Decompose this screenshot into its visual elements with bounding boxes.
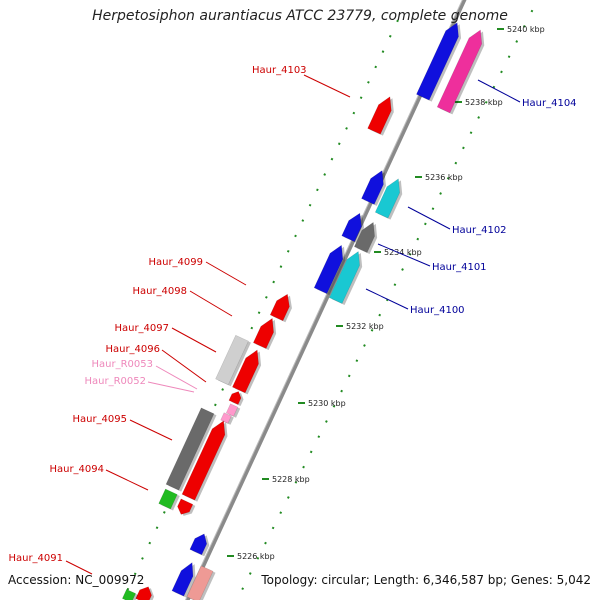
gene-labels-layer: Haur_4103 Haur_4104 Haur_4102 Haur_4101 Haur… (8, 65, 577, 575)
gene-leader-line (377, 243, 431, 267)
gene-arrow-haur-4100[interactable] (328, 250, 360, 304)
gene-label-haur-4096[interactable]: Haur_4096 (105, 344, 160, 355)
gene-arrow-haur-4101[interactable] (353, 221, 375, 253)
gene-label-haur-4101[interactable]: Haur_4101 (432, 262, 487, 273)
gene-label-haur-4100[interactable]: Haur_4100 (410, 305, 465, 316)
kbp-tick-label: 5228 kbp (272, 475, 310, 484)
kbp-tick-label: 5236 kbp (425, 173, 463, 182)
map-title: Herpetosiphon aurantiacus ATCC 23779, co… (92, 8, 508, 24)
gene-label-haur-4098[interactable]: Haur_4098 (132, 286, 187, 297)
genome-backbone-highlight (184, 0, 463, 600)
gene-arrow-haur-4096[interactable] (215, 334, 249, 386)
gene-label-haur-4094[interactable]: Haur_4094 (49, 464, 104, 475)
kbp-tick-label: 5240 kbp (507, 25, 545, 34)
gene-arrow[interactable] (158, 488, 178, 510)
genes-layer (121, 22, 485, 600)
gene-arrow[interactable] (228, 391, 242, 405)
gene-leader-line (189, 290, 233, 317)
accession-text: Accession: NC_009972 (8, 573, 145, 587)
gene-leader-line (303, 74, 351, 98)
gene-arrow[interactable] (313, 244, 344, 295)
gene-label-haur-r0052[interactable]: Haur_R0052 (85, 376, 147, 387)
gene-arrow[interactable] (361, 170, 384, 205)
kbp-tick-label: 5226 kbp (237, 552, 275, 561)
gene-arrow[interactable] (121, 588, 137, 600)
gene-arrow-haur-4098[interactable] (252, 317, 274, 349)
gene-arrow-haur-4099[interactable] (269, 293, 290, 322)
gene-leader-line (205, 261, 247, 286)
gene-leader-line (477, 79, 521, 103)
gene-leader-line (129, 419, 173, 441)
gene-arrow-haur-4095[interactable] (181, 420, 226, 501)
gene-label-haur-4097[interactable]: Haur_4097 (114, 323, 169, 334)
kbp-tick-label: 5230 kbp (308, 399, 346, 408)
kbp-ticks-layer: 5240 kbp 5238 kbp 5236 kbp 5234 kbp 5232 kbp… (227, 25, 545, 561)
gene-label-haur-4091[interactable]: Haur_4091 (8, 553, 63, 564)
gene-arrow-haur-4102[interactable] (374, 178, 401, 219)
gene-arrow-haur-4104[interactable] (436, 29, 483, 114)
inner-scale-track (121, 19, 399, 600)
gene-leader-line (155, 365, 198, 390)
gene-leader-line (171, 327, 217, 353)
gene-arrow-haur-r0053[interactable] (225, 403, 239, 417)
gene-arrow-haur-4105[interactable] (416, 22, 459, 101)
gene-arrow-haur-4091[interactable] (135, 586, 152, 600)
gene-label-haur-4099[interactable]: Haur_4099 (148, 257, 203, 268)
gene-arrow[interactable] (189, 533, 208, 556)
gene-label-haur-4102[interactable]: Haur_4102 (452, 225, 507, 236)
gene-arrow[interactable] (186, 565, 214, 600)
genome-summary-text: Topology: circular; Length: 6,346,587 bp… (261, 573, 591, 587)
gene-arrow-haur-4094[interactable] (177, 498, 194, 515)
gene-leader-line (65, 560, 93, 575)
gene-leader-line (147, 381, 195, 393)
gene-leader-line (105, 469, 149, 491)
gene-arrow[interactable] (171, 561, 194, 597)
gene-arrow-haur-4097[interactable] (232, 349, 259, 394)
gene-arrow-haur-r0052[interactable] (220, 412, 232, 424)
gene-leader-line (161, 349, 207, 383)
kbp-tick-label: 5232 kbp (346, 322, 384, 331)
gene-label-haur-4103[interactable]: Haur_4103 (252, 65, 307, 76)
gene-arrow-haur-4103[interactable] (367, 96, 392, 135)
gene-leader-line (365, 288, 409, 310)
gene-arrow[interactable] (165, 407, 215, 491)
kbp-tick-label: 5234 kbp (384, 248, 422, 257)
kbp-tick-label: 5238 kbp (465, 98, 503, 107)
gene-arrow[interactable] (341, 212, 362, 243)
gene-label-haur-4104[interactable]: Haur_4104 (522, 98, 577, 109)
gene-label-haur-4095[interactable]: Haur_4095 (72, 414, 127, 425)
gene-leader-line (407, 206, 451, 230)
gene-label-haur-r0053[interactable]: Haur_R0053 (92, 359, 154, 370)
